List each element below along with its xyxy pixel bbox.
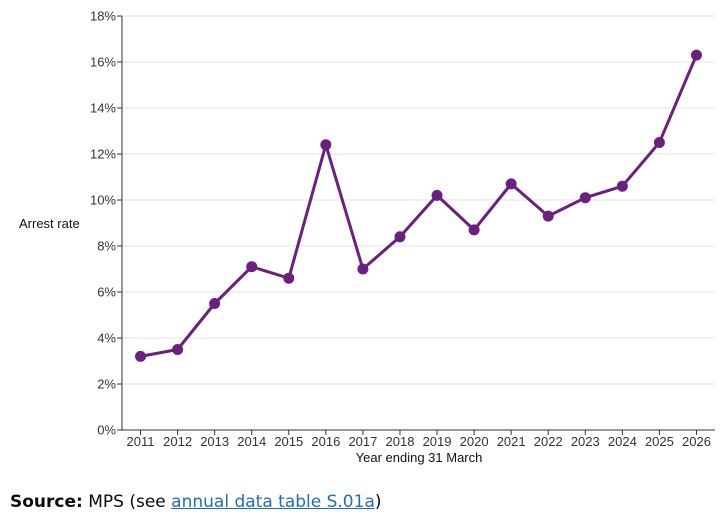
data-point <box>394 231 406 243</box>
data-point <box>320 139 332 151</box>
y-tick-label: 10% <box>90 193 116 208</box>
y-tick-label: 8% <box>97 239 116 254</box>
data-point <box>468 224 480 236</box>
y-tick-label: 0% <box>97 423 116 438</box>
source-link[interactable]: annual data table S.01a <box>171 492 375 512</box>
y-axis-title: Arrest rate <box>19 216 80 231</box>
x-tick-label: 2014 <box>237 434 266 449</box>
x-tick-label: 2016 <box>311 434 340 449</box>
data-point <box>357 263 369 275</box>
source-note: Source: MPS (see annual data table S.01a… <box>10 492 382 512</box>
x-tick-label: 2026 <box>682 434 711 449</box>
x-tick-label: 2023 <box>571 434 600 449</box>
x-tick-label: 2013 <box>200 434 229 449</box>
x-tick-label: 2025 <box>645 434 674 449</box>
y-tick-label: 16% <box>90 55 116 70</box>
data-point <box>505 178 517 190</box>
series-group <box>135 49 702 362</box>
y-axis-ticks: 0% 2% 4% 6% 8% 10% 12% 14% 16% 18% <box>90 9 122 438</box>
data-point <box>690 49 702 61</box>
y-tick-label: 4% <box>97 331 116 346</box>
data-point <box>209 298 221 309</box>
data-point <box>579 192 591 204</box>
x-tick-label: 2017 <box>348 434 377 449</box>
data-point <box>135 350 147 362</box>
data-point <box>283 272 295 284</box>
x-tick-label: 2019 <box>423 434 452 449</box>
y-tick-label: 14% <box>90 101 116 116</box>
line-chart: 0%2%4%6%8%10%12%14%16%18% 2011 2012 2013 20… <box>19 9 715 465</box>
data-point <box>653 137 665 148</box>
source-close: ) <box>374 492 382 512</box>
series-line <box>139 53 698 358</box>
data-point <box>542 210 554 222</box>
data-point <box>172 344 184 355</box>
x-tick-label: 2012 <box>163 434 192 449</box>
x-tick-label: 2020 <box>460 434 489 449</box>
x-tick-label: 2018 <box>386 434 415 449</box>
x-tick-label: 2011 <box>127 434 155 449</box>
data-point <box>616 180 628 192</box>
y-tick-label: 6% <box>97 285 116 300</box>
data-point <box>431 189 443 201</box>
x-axis-ticks: 2011 2012 2013 2014 2015 2016 2017 2018 2019 2020… <box>127 430 711 449</box>
y-tick-label: 18% <box>90 9 116 24</box>
source-text: MPS (see <box>88 492 166 512</box>
data-point <box>246 261 258 273</box>
x-tick-label: 2022 <box>534 434 563 449</box>
y-tick-label: 2% <box>97 377 116 392</box>
source-label: Source: <box>10 492 83 512</box>
gridlines <box>122 15 715 385</box>
x-tick-label: 2021 <box>497 434 526 449</box>
x-tick-label: 2024 <box>608 434 637 449</box>
x-tick-label: 2015 <box>274 434 303 449</box>
y-tick-label: 12% <box>90 147 116 162</box>
x-axis-title: Year ending 31 March <box>356 450 483 465</box>
